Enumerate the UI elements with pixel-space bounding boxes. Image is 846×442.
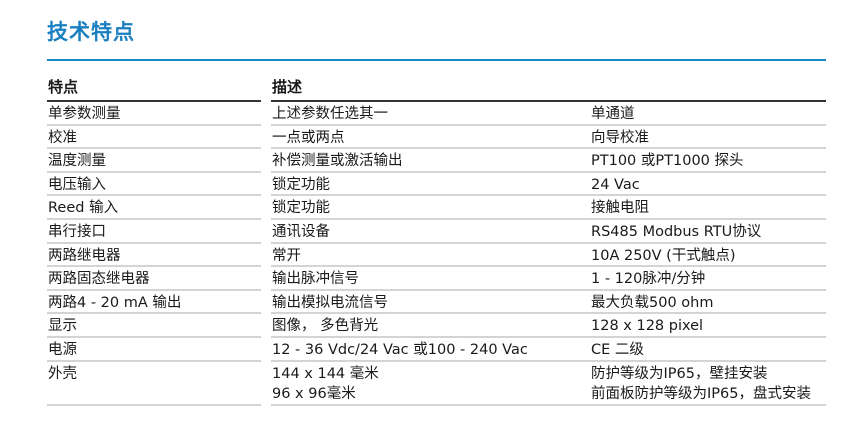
row-divider xyxy=(47,123,261,126)
header-divider xyxy=(47,100,261,102)
row-divider xyxy=(47,403,261,406)
title-divider xyxy=(47,59,826,61)
spec-table: 单参数测量 上述参数任选其一 单通道校准 一点或两点 向导校准温度测量 补偿测量或激活输出… xyxy=(0,102,846,406)
row-divider xyxy=(47,288,261,291)
row-divider xyxy=(47,335,261,338)
table-row: 两路固态继电器 输出脉冲信号 1 - 120脉冲/分钟 xyxy=(0,267,846,291)
description-cell: 锁定功能 xyxy=(272,176,330,193)
table-row: 显示 图像， 多色背光 128 x 128 pixel xyxy=(0,314,846,338)
table-row: 外壳 144 x 144 毫米 防护等级为IP65，壁挂安装 96 x 96毫米 前面板… xyxy=(0,362,846,406)
feature-cell: 单参数测量 xyxy=(48,106,121,122)
description-cell: 一点或两点 xyxy=(272,129,345,146)
row-divider xyxy=(271,147,826,150)
row-divider xyxy=(47,147,261,150)
row-divider xyxy=(47,312,261,315)
description-cell: 输出模拟电流信号 xyxy=(272,294,388,311)
description-cell: 补偿测量或激活输出 xyxy=(272,153,403,170)
row-divider xyxy=(271,123,826,126)
row-divider xyxy=(271,288,826,291)
value-cell-line2: 前面板防护等级为IP65，盘式安装 xyxy=(591,385,811,402)
row-divider xyxy=(271,265,826,268)
feature-cell: 温度测量 xyxy=(48,153,106,170)
feature-cell: 电源 xyxy=(48,341,77,358)
row-divider xyxy=(271,403,826,406)
row-divider xyxy=(271,170,826,173)
table-row: 电源 12 - 36 Vdc/24 Vac 或100 - 240 Vac CE 二级 xyxy=(0,338,846,362)
table-row: Reed 输入 锁定功能 接触电阻 xyxy=(0,196,846,220)
value-cell: 10A 250V (干式触点) xyxy=(591,247,736,264)
row-divider xyxy=(47,217,261,220)
value-cell: 接触电阻 xyxy=(591,200,649,217)
row-divider xyxy=(271,241,826,244)
column-header-description: 描述 xyxy=(272,78,303,96)
column-header-feature: 特点 xyxy=(48,78,79,96)
table-row: 电压输入 锁定功能 24 Vac xyxy=(0,173,846,197)
description-cell: 12 - 36 Vdc/24 Vac 或100 - 240 Vac xyxy=(272,341,528,358)
value-cell: 向导校准 xyxy=(591,129,649,146)
value-cell: 24 Vac xyxy=(591,176,640,193)
description-cell-line2: 96 x 96毫米 xyxy=(272,385,356,402)
row-divider xyxy=(271,359,826,362)
table-row: 两路4 - 20 mA 输出 输出模拟电流信号 最大负载500 ohm xyxy=(0,291,846,315)
value-cell: 1 - 120脉冲/分钟 xyxy=(591,271,706,288)
feature-cell: 外壳 xyxy=(48,365,77,382)
row-divider xyxy=(47,265,261,268)
table-row: 单参数测量 上述参数任选其一 单通道 xyxy=(0,102,846,126)
table-row: 温度测量 补偿测量或激活输出 PT100 或PT1000 探头 xyxy=(0,149,846,173)
feature-cell: 两路固态继电器 xyxy=(48,271,150,288)
page-title: 技术特点 xyxy=(47,20,135,44)
feature-cell: 显示 xyxy=(48,318,77,335)
description-cell: 常开 xyxy=(272,247,301,264)
description-cell: 144 x 144 毫米 xyxy=(272,365,379,382)
feature-cell: 校准 xyxy=(48,129,77,146)
header-divider xyxy=(271,100,826,102)
value-cell: 128 x 128 pixel xyxy=(591,318,704,335)
table-row: 两路继电器 常开 10A 250V (干式触点) xyxy=(0,244,846,268)
description-cell: 锁定功能 xyxy=(272,200,330,217)
row-divider xyxy=(271,312,826,315)
value-cell: 单通道 xyxy=(591,106,635,122)
table-row: 校准 一点或两点 向导校准 xyxy=(0,126,846,150)
description-cell: 输出脉冲信号 xyxy=(272,271,359,288)
row-divider xyxy=(271,194,826,197)
feature-cell: 电压输入 xyxy=(48,176,106,193)
description-cell: 上述参数任选其一 xyxy=(272,106,388,122)
feature-cell: 两路继电器 xyxy=(48,247,121,264)
feature-cell: Reed 输入 xyxy=(48,200,119,217)
row-divider xyxy=(271,217,826,220)
row-divider xyxy=(47,194,261,197)
row-divider xyxy=(47,359,261,362)
row-divider xyxy=(271,335,826,338)
value-cell: PT100 或PT1000 探头 xyxy=(591,153,744,170)
value-cell: 防护等级为IP65，壁挂安装 xyxy=(591,365,768,382)
value-cell: 最大负载500 ohm xyxy=(591,294,714,311)
value-cell: RS485 Modbus RTU协议 xyxy=(591,223,762,240)
table-row: 串行接口 通讯设备 RS485 Modbus RTU协议 xyxy=(0,220,846,244)
row-divider xyxy=(47,241,261,244)
feature-cell: 两路4 - 20 mA 输出 xyxy=(48,294,182,311)
value-cell: CE 二级 xyxy=(591,341,644,358)
description-cell: 图像， 多色背光 xyxy=(272,318,379,335)
row-divider xyxy=(47,170,261,173)
description-cell: 通讯设备 xyxy=(272,223,330,240)
feature-cell: 串行接口 xyxy=(48,223,106,240)
